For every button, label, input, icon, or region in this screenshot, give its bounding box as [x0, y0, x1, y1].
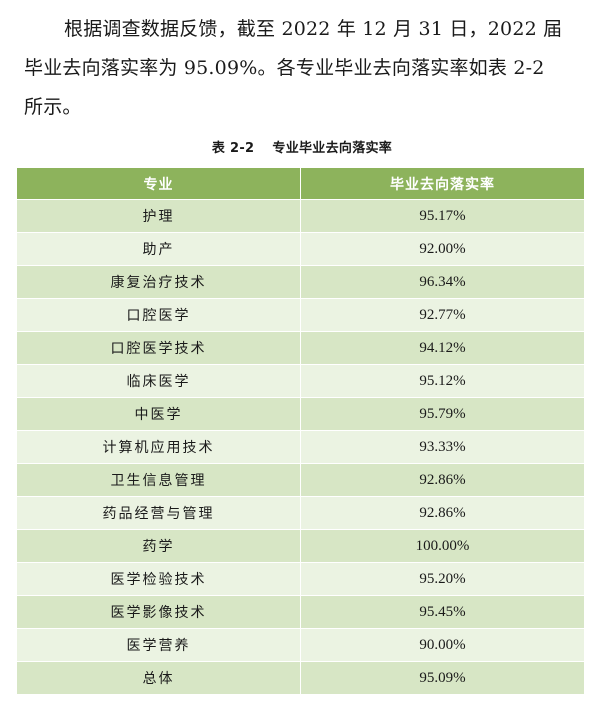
table-row: 医学营养 90.00%: [16, 628, 585, 662]
rate-cell: 95.17%: [300, 199, 585, 233]
rate-cell: 96.34%: [300, 265, 585, 299]
rate-cell: 95.79%: [300, 397, 585, 431]
major-cell: 中医学: [16, 397, 301, 431]
table-row: 康复治疗技术 96.34%: [16, 265, 585, 299]
major-cell: 医学检验技术: [16, 562, 301, 596]
rate-cell: 94.12%: [300, 331, 585, 365]
major-cell: 口腔医学: [16, 298, 301, 332]
column-header-major: 专业: [16, 167, 301, 200]
rate-cell: 92.77%: [300, 298, 585, 332]
rate-cell: 95.20%: [300, 562, 585, 596]
table-row: 计算机应用技术 93.33%: [16, 430, 585, 464]
rate-cell: 95.45%: [300, 595, 585, 629]
major-cell: 总体: [16, 661, 301, 695]
rate-cell: 92.86%: [300, 463, 585, 497]
table-row: 药学 100.00%: [16, 529, 585, 563]
major-cell: 医学影像技术: [16, 595, 301, 629]
table-caption-number: 表 2-2: [211, 141, 255, 156]
rate-cell: 100.00%: [300, 529, 585, 563]
rate-cell: 93.33%: [300, 430, 585, 464]
intro-paragraph: 根据调查数据反馈，截至 2022 年 12 月 31 日，2022 届 毕业去向…: [24, 10, 584, 127]
major-cell: 康复治疗技术: [16, 265, 301, 299]
table-row: 医学检验技术 95.20%: [16, 562, 585, 596]
table-header-row: 专业 毕业去向落实率: [16, 167, 585, 200]
rate-cell: 90.00%: [300, 628, 585, 662]
table-caption: 表 2-2 专业毕业去向落实率: [0, 137, 604, 156]
paragraph-line-1: 根据调查数据反馈，截至 2022 年 12 月 31 日，2022 届: [64, 18, 563, 40]
rate-cell: 95.09%: [300, 661, 585, 695]
table-row: 护理 95.17%: [16, 199, 585, 233]
table-row: 临床医学 95.12%: [16, 364, 585, 398]
rate-cell: 95.12%: [300, 364, 585, 398]
major-cell: 药学: [16, 529, 301, 563]
major-cell: 助产: [16, 232, 301, 266]
major-cell: 卫生信息管理: [16, 463, 301, 497]
table-row: 卫生信息管理 92.86%: [16, 463, 585, 497]
table-caption-title: 专业毕业去向落实率: [272, 141, 393, 156]
paragraph-line-3: 所示。: [24, 96, 82, 118]
major-cell: 医学营养: [16, 628, 301, 662]
graduation-rate-table: 专业 毕业去向落实率 护理 95.17% 助产 92.00% 康复治疗技术 96.34% 口…: [16, 167, 585, 695]
rate-cell: 92.86%: [300, 496, 585, 530]
major-cell: 护理: [16, 199, 301, 233]
major-cell: 临床医学: [16, 364, 301, 398]
rate-cell: 92.00%: [300, 232, 585, 266]
table-row: 总体 95.09%: [16, 661, 585, 695]
table-body: 护理 95.17% 助产 92.00% 康复治疗技术 96.34% 口腔医学 92.77% 口腔…: [16, 199, 585, 695]
major-cell: 口腔医学技术: [16, 331, 301, 365]
major-cell: 药品经营与管理: [16, 496, 301, 530]
table-row: 中医学 95.79%: [16, 397, 585, 431]
table-row: 助产 92.00%: [16, 232, 585, 266]
paragraph-line-2: 毕业去向落实率为 95.09%。各专业毕业去向落实率如表 2-2: [24, 57, 545, 79]
table-row: 药品经营与管理 92.86%: [16, 496, 585, 530]
table-row: 口腔医学技术 94.12%: [16, 331, 585, 365]
column-header-rate: 毕业去向落实率: [300, 167, 585, 200]
table-row: 口腔医学 92.77%: [16, 298, 585, 332]
table-row: 医学影像技术 95.45%: [16, 595, 585, 629]
major-cell: 计算机应用技术: [16, 430, 301, 464]
